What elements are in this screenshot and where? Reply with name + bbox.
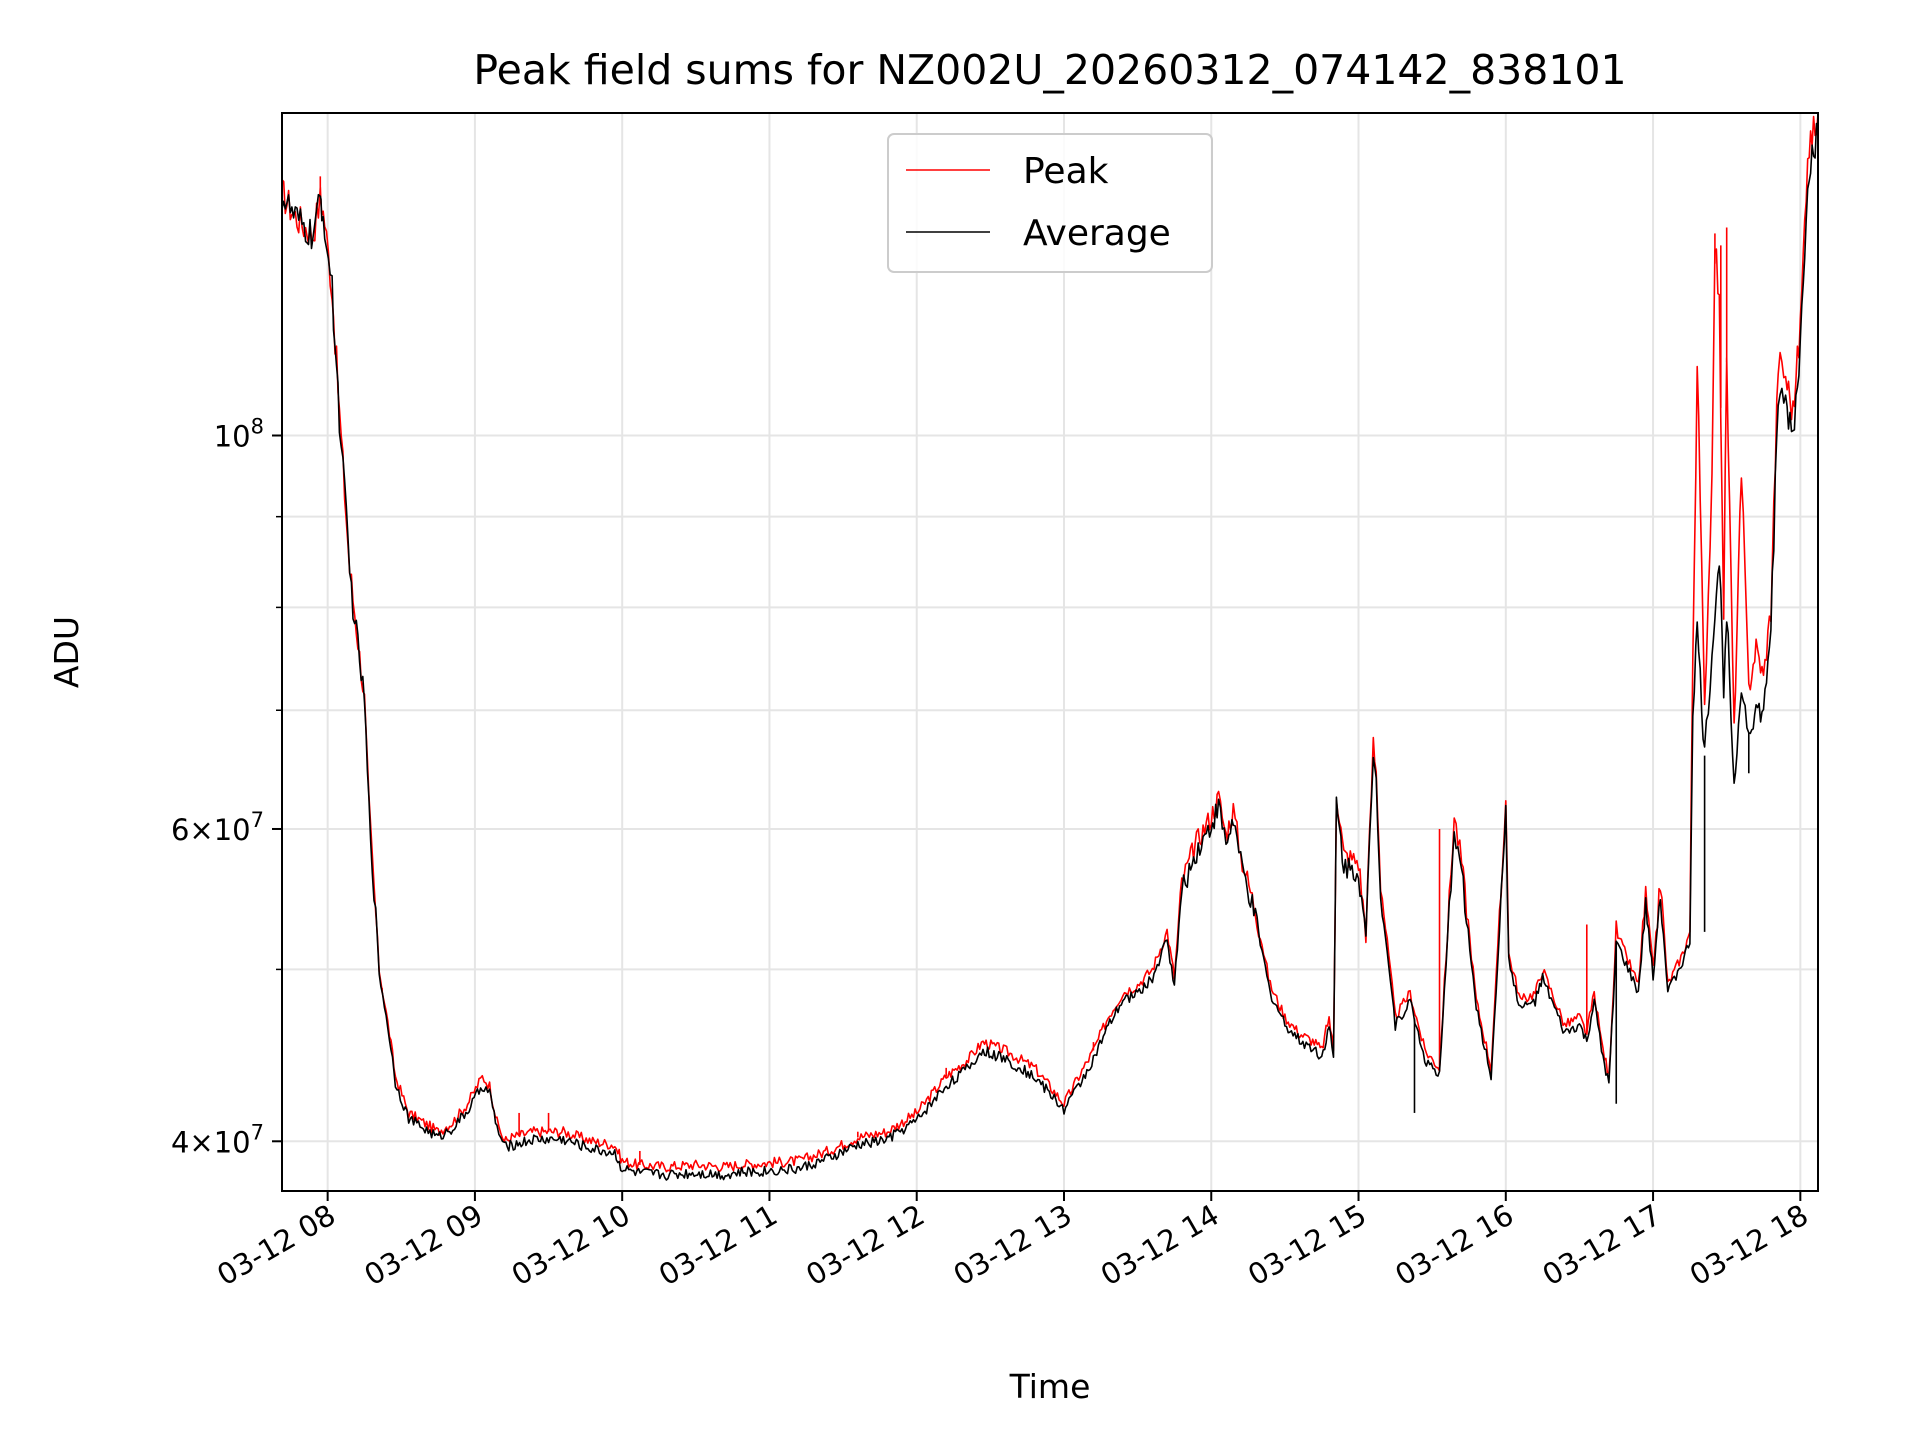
y-tick-label: 4×107 — [171, 1120, 264, 1159]
y-tick-base: 10 — [214, 813, 251, 847]
series-peak — [282, 113, 1818, 1173]
x-axis-label: Time — [1009, 1367, 1091, 1406]
y-tick-base: 10 — [214, 1125, 251, 1159]
legend-label-average: Average — [1023, 213, 1171, 254]
series-line-average — [282, 122, 1818, 1181]
grid — [282, 113, 1818, 1191]
y-tick-mantissa: 6 — [171, 813, 189, 847]
series-layer — [282, 113, 1818, 1181]
legend-box — [887, 133, 1213, 273]
y-tick-exponent: 7 — [251, 808, 264, 832]
y-tick-times-sign: × — [189, 1125, 213, 1159]
legend-label-peak: Peak — [1023, 151, 1109, 192]
y-tick-mantissa: 4 — [171, 1125, 189, 1159]
chart-title: Peak field sums for NZ002U_20260312_0741… — [473, 46, 1626, 94]
y-tick-label: 6×107 — [171, 808, 264, 847]
y-tick-exponent: 8 — [251, 415, 264, 439]
legend: Peak Average — [887, 133, 1213, 273]
y-tick-exponent: 7 — [251, 1120, 264, 1144]
series-average — [282, 122, 1818, 1181]
plot-frame — [281, 112, 1819, 1192]
y-axis-label: ADU — [47, 616, 86, 688]
y-tick-times-sign: × — [189, 813, 213, 847]
y-tick-base: 10 — [214, 420, 251, 454]
series-line-peak — [282, 113, 1818, 1173]
y-tick-label: 108 — [214, 415, 264, 454]
